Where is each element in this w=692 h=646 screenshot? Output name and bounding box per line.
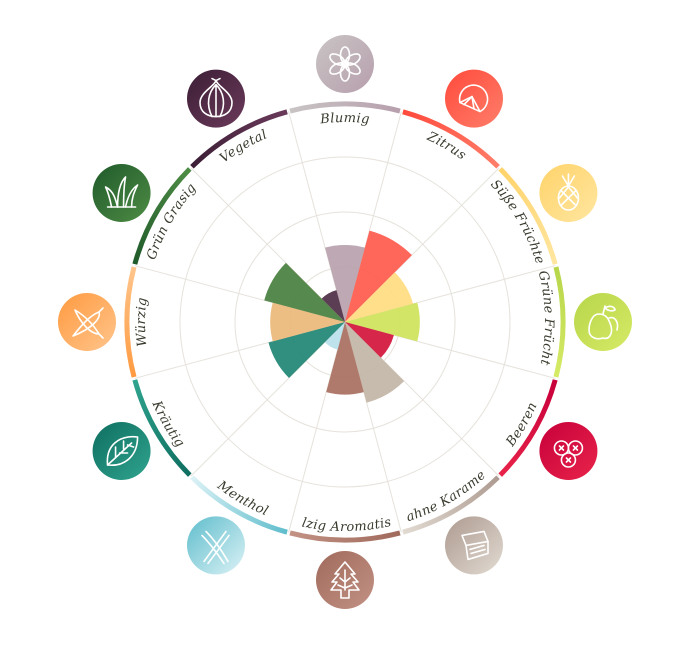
flower-icon <box>316 35 374 93</box>
onion-icon <box>187 69 245 128</box>
wedge-grune-fruchte <box>345 302 420 342</box>
citrus-icon <box>445 69 503 128</box>
grid-spoke <box>288 111 346 323</box>
grass-icon <box>92 164 151 222</box>
ring-arc-vegetal <box>190 109 288 169</box>
caramel-icon <box>445 516 503 575</box>
pineapple-icon <box>539 164 598 222</box>
berries-icon <box>539 422 598 480</box>
ring-arc-grune-fruchte <box>553 266 566 378</box>
category-label-vegetal: Vegetal <box>217 127 269 166</box>
wedge-susse-fruchte <box>345 272 413 322</box>
leaf-icon <box>92 422 151 480</box>
pear-icon <box>574 293 632 351</box>
category-label-zitrus: Zitrus <box>424 129 469 163</box>
wedge-blumig <box>325 244 365 322</box>
wedge-group <box>264 230 420 403</box>
ring-arc-holzig-aromatisch <box>289 530 401 543</box>
grid-circle <box>234 211 456 433</box>
wood-icon <box>316 551 374 609</box>
grid-spoke <box>344 321 402 533</box>
wedge-beeren <box>345 322 394 358</box>
ring-arc-beeren <box>498 379 558 477</box>
wedge-vegetal <box>321 290 345 322</box>
ring-arc-susse-fruchte <box>498 167 558 265</box>
wedge-grun-grasig <box>264 262 345 322</box>
ring-arc-sahne-karamell <box>402 475 500 535</box>
wedge-menthol <box>324 322 345 350</box>
category-label-blumig: Blumig <box>319 111 371 128</box>
wedge-krautig <box>268 322 345 378</box>
wedge-zitrus <box>345 230 412 322</box>
category-icons <box>58 35 632 609</box>
ring-arc-zitrus <box>402 109 500 169</box>
pepper-icon <box>58 293 116 351</box>
mint-icon <box>187 516 245 575</box>
grid-spoke <box>288 321 346 533</box>
outer-ring <box>124 101 566 543</box>
category-label-wurzig: Würzig <box>134 297 150 348</box>
category-label-sahne-karamell: Sahne Karamell <box>0 0 489 525</box>
grid-circle <box>179 156 511 488</box>
ring-arc-blumig <box>289 101 401 114</box>
ring-arc-grun-grasig <box>132 167 192 265</box>
wedge-wurzig <box>270 302 345 342</box>
ring-arc-krautig <box>132 379 192 477</box>
ring-arc-wurzig <box>124 266 137 378</box>
ring-arc-menthol <box>190 475 288 535</box>
wedge-sahne-karamell <box>345 322 405 403</box>
wedge-holzig-aromatisch <box>326 322 364 395</box>
